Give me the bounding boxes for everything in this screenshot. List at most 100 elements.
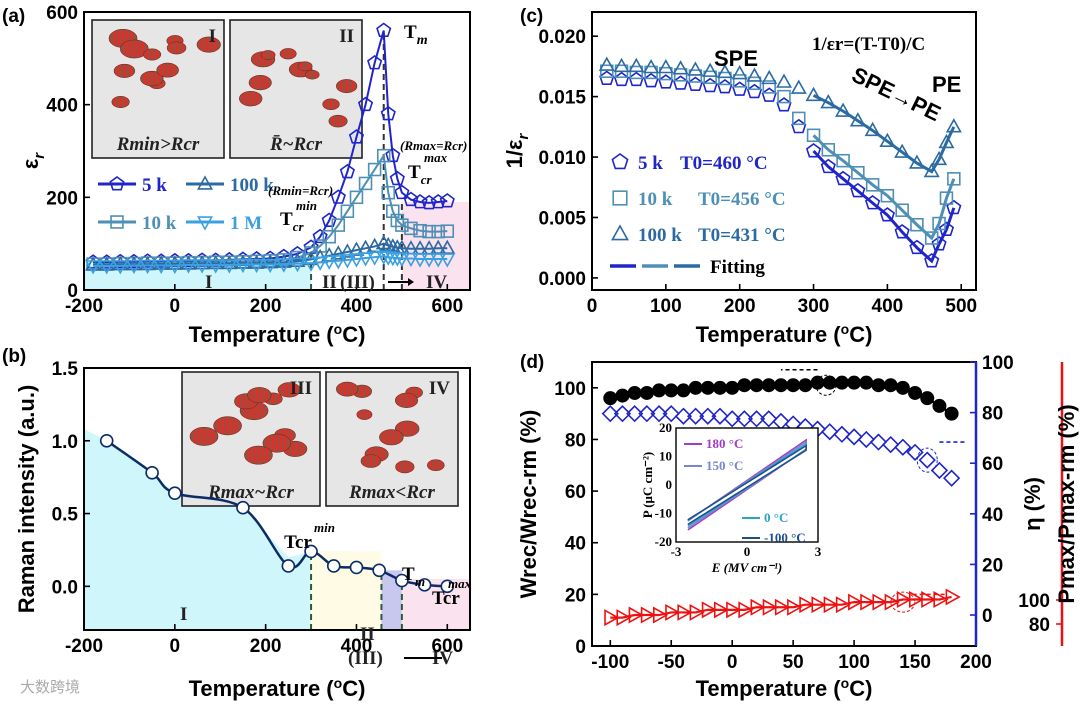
data-point: [613, 57, 630, 73]
data-point: [822, 375, 837, 390]
grain: [379, 429, 404, 446]
y-tick-label: 1.0: [52, 432, 78, 453]
data-point: [367, 54, 383, 70]
raman-data-point: [304, 544, 318, 559]
data-point: [357, 96, 374, 112]
data-point: [643, 58, 660, 74]
data-point: [613, 405, 632, 423]
raman-data-point: [349, 560, 364, 575]
data-point: [945, 588, 961, 606]
panel-label-c: (c): [520, 6, 543, 27]
data-point: [938, 133, 955, 149]
data-point: [380, 105, 396, 121]
data-point: [673, 75, 689, 90]
data-point: [895, 203, 909, 217]
data-point: [664, 383, 679, 398]
y-tick-label: 0: [67, 281, 78, 302]
y-axis-label-left: Wrec/Wrec-rm (%): [516, 410, 541, 599]
data-point: [860, 593, 876, 611]
data-point: [638, 405, 656, 423]
data-point: [389, 170, 405, 186]
data-point: [85, 260, 102, 275]
data-point: [895, 380, 910, 395]
data-point: [932, 398, 947, 413]
data-point: [880, 188, 895, 203]
data-point: [665, 603, 681, 621]
panel-label-b: (b): [2, 346, 26, 367]
data-point: [931, 236, 947, 251]
inset-roman-label: IV: [429, 378, 450, 399]
raman-data-point: [395, 573, 409, 588]
data-point: [777, 89, 791, 104]
data-point: [908, 385, 923, 400]
tm-label: Tm: [404, 22, 428, 48]
data-point: [762, 80, 776, 94]
x-axis-label: Temperature (oC): [696, 321, 873, 347]
pmax-circle: [890, 591, 916, 613]
data-point: [312, 228, 328, 244]
inset-legend-label: -100 °C: [764, 530, 806, 545]
x-tick-label: -100: [591, 652, 629, 673]
data-point: [322, 229, 336, 244]
legend-fitting-label: Fitting: [710, 257, 765, 278]
data-point: [125, 259, 142, 275]
data-point: [339, 254, 356, 269]
raman-data-point: [99, 433, 114, 448]
data-point: [882, 435, 900, 454]
legend-marker: [196, 216, 214, 231]
x-tick-label: 500: [945, 296, 977, 317]
x-tick-label: 200: [250, 636, 282, 657]
eta-tick-label: 0: [982, 606, 993, 627]
inset-y-label: P (μC cm⁻²): [640, 452, 655, 519]
data-point: [431, 224, 445, 239]
data-point: [872, 593, 888, 611]
x-tick-label: 100: [838, 652, 870, 673]
data-point: [330, 189, 346, 204]
data-point: [947, 172, 961, 186]
data-point: [348, 253, 365, 268]
data-point: [440, 224, 455, 238]
y-tick-label: 80: [565, 430, 586, 451]
data-point: [699, 407, 717, 425]
data-point: [393, 252, 410, 268]
grain: [304, 69, 320, 80]
spe-label: SPE: [714, 46, 758, 71]
region-I-label: I: [205, 272, 212, 293]
data-point: [792, 111, 806, 126]
data-point: [718, 71, 732, 86]
data-point: [600, 64, 614, 78]
fitting-line: [812, 94, 956, 174]
data-point: [848, 593, 864, 611]
grain: [395, 392, 419, 408]
data-point: [821, 423, 839, 441]
tcr-max-label: Tcr: [432, 588, 460, 609]
eta-tick-label: 80: [982, 404, 1003, 425]
region-II-fill: [311, 551, 382, 630]
data-point: [207, 259, 224, 274]
y-tick-label: 0.010: [538, 148, 586, 169]
inset-caption: Rmax~Rcr: [207, 482, 294, 503]
pmax-tick-label: 80: [1029, 615, 1050, 636]
data-point: [894, 438, 912, 456]
data-point: [380, 236, 397, 252]
data-point: [98, 260, 115, 275]
data-point: [738, 601, 754, 619]
data-point: [746, 67, 763, 82]
data-point: [439, 239, 456, 254]
data-point: [375, 250, 392, 265]
raman-data-point: [168, 486, 182, 500]
legend-marker: [196, 175, 214, 190]
inset-y-tick-label: 0: [666, 477, 673, 492]
pmax-tick-label: 100: [1018, 591, 1050, 612]
data-point: [658, 74, 674, 89]
y-tick-label: 0.0: [52, 577, 78, 598]
data-point: [339, 163, 355, 179]
data-point: [153, 255, 170, 270]
data-point: [805, 86, 822, 102]
y-tick-label: 0.5: [52, 505, 79, 526]
data-point: [412, 253, 429, 268]
grain: [156, 62, 179, 78]
data-point: [640, 606, 656, 624]
series-line: [610, 595, 952, 619]
